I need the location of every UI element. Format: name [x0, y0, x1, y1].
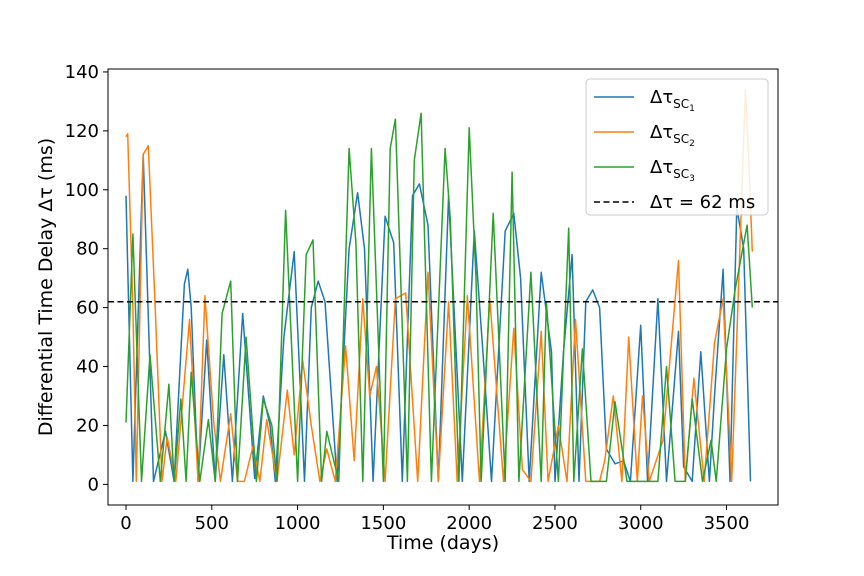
x-tick-label: 2500 — [532, 513, 578, 534]
y-axis-title: Differential Time Delay Δτ (ms) — [35, 138, 57, 436]
x-axis: 0 500 1000 1500 2000 2500 3000 3500 — [120, 505, 749, 534]
y-tick-label: 120 — [65, 121, 99, 142]
x-tick-label: 1500 — [360, 513, 406, 534]
y-axis: 0 20 40 60 80 100 120 140 — [65, 62, 108, 495]
x-tick-label: 2000 — [446, 513, 492, 534]
legend-label-sc3: ΔτSC3 — [650, 157, 695, 184]
x-tick-label: 3000 — [618, 513, 664, 534]
series-layer — [125, 88, 754, 483]
x-tick-label: 3500 — [704, 513, 750, 534]
legend: ΔτSC1 ΔτSC2 ΔτSC3 Δτ = 62 ms — [585, 78, 769, 216]
y-tick-label: 140 — [65, 62, 99, 83]
y-tick-label: 80 — [76, 239, 99, 260]
x-axis-title: Time (days) — [386, 532, 499, 554]
y-tick-label: 60 — [76, 298, 99, 319]
x-tick-label: 0 — [120, 513, 131, 534]
legend-label-sc1: ΔτSC1 — [650, 87, 695, 114]
legend-label-threshold: Δτ = 62 ms — [650, 192, 755, 213]
legend-label-sc2: ΔτSC2 — [650, 122, 695, 149]
series-line-sc2 — [125, 88, 754, 483]
plot-frame — [107, 68, 779, 506]
y-tick-label: 0 — [88, 474, 99, 495]
series-line-sc3 — [125, 112, 754, 483]
y-tick-label: 20 — [76, 415, 99, 436]
x-tick-label: 1000 — [275, 513, 321, 534]
x-tick-label: 500 — [195, 513, 229, 534]
y-tick-label: 40 — [76, 357, 99, 378]
y-tick-label: 100 — [65, 180, 99, 201]
legend-box — [585, 78, 769, 216]
